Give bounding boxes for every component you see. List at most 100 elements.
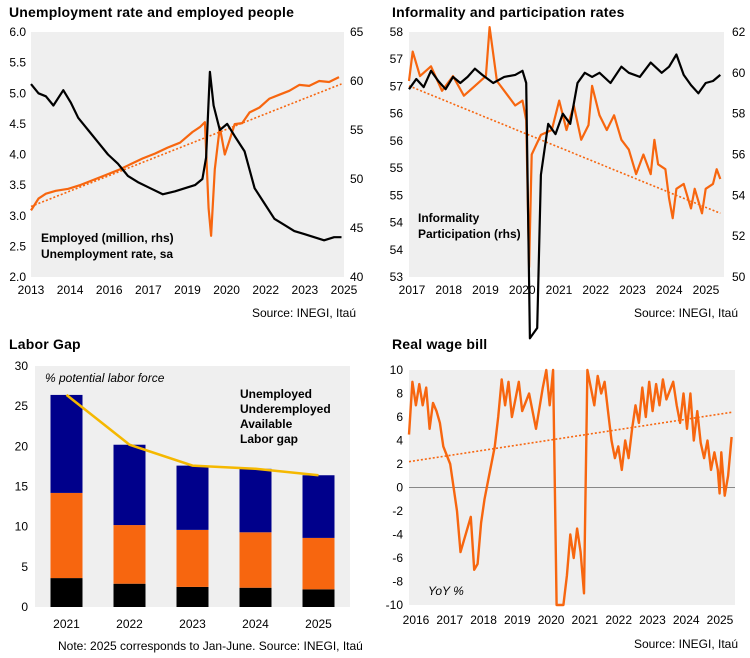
panel-title-informality: Informality and participation rates	[392, 4, 625, 20]
y-left-tick-label: 2.5	[9, 239, 26, 253]
y-right-tick-label: 50	[350, 172, 364, 186]
plot-area	[409, 370, 735, 605]
x-tick-label: 2025	[707, 613, 734, 627]
y-tick-label: 0	[396, 481, 403, 495]
x-tick-label: 2014	[57, 283, 84, 297]
bar-unemployed	[176, 586, 209, 607]
source-bl: Note: 2025 corresponds to Jan-June. Sour…	[58, 639, 363, 653]
legend-unemployment: Unemployment rate, sa	[41, 247, 173, 261]
x-tick-label: 2020	[213, 283, 240, 297]
x-tick-label: 2019	[504, 613, 531, 627]
bar-available	[239, 468, 272, 533]
y-tick-label: 8	[396, 387, 403, 401]
series-line-unemployment	[30, 70, 342, 242]
legend-available: Available	[240, 417, 293, 431]
y-right-tick-label: 60	[350, 74, 364, 88]
series-line-participation	[408, 53, 722, 340]
annotation-yoy: YoY %	[428, 584, 464, 598]
y-left-tick-label: 57	[390, 52, 404, 66]
series-line-employed	[30, 76, 340, 237]
legend-informality: Informality	[418, 211, 480, 225]
x-tick-label: 2020	[509, 283, 536, 297]
x-tick-label: 2021	[572, 613, 599, 627]
bar-underemployed	[176, 529, 209, 587]
trend-line-informality	[408, 85, 721, 215]
plot-area	[31, 32, 344, 277]
annotation-potential-labor-force: % potential labor force	[45, 371, 165, 385]
x-tick-label: 2019	[174, 283, 201, 297]
y-left-tick-label: 4.5	[9, 117, 26, 131]
y-left-tick-label: 55	[390, 161, 404, 175]
x-tick-label: 2023	[292, 283, 319, 297]
y-left-tick-label: 58	[390, 25, 404, 39]
bar-available	[113, 444, 146, 526]
y-right-tick-label: 50	[732, 270, 746, 284]
y-right-tick-label: 65	[350, 25, 364, 39]
y-tick-label: 2	[396, 457, 403, 471]
bar-underemployed	[113, 525, 146, 584]
series-line-informality	[407, 26, 722, 269]
x-tick-label: 2017	[399, 283, 426, 297]
legend-participation: Participation (rhs)	[418, 227, 521, 241]
x-tick-label: 2023	[639, 613, 666, 627]
y-tick-label: 20	[15, 439, 29, 453]
bar-underemployed	[50, 492, 83, 579]
legend-underemployed: Underemployed	[240, 402, 331, 416]
bar-available	[50, 394, 83, 493]
legend-labor-gap: Labor gap	[240, 432, 298, 446]
y-tick-label: 0	[21, 600, 28, 614]
x-tick-label: 2022	[605, 613, 632, 627]
y-left-tick-label: 5.0	[9, 86, 26, 100]
y-left-tick-label: 54	[390, 216, 404, 230]
y-tick-label: -6	[392, 551, 403, 565]
y-right-tick-label: 60	[732, 66, 746, 80]
y-left-tick-label: 3.5	[9, 178, 26, 192]
y-left-tick-label: 3.0	[9, 209, 26, 223]
x-tick-label: 2022	[252, 283, 279, 297]
x-tick-label: 2024	[673, 613, 700, 627]
y-left-tick-label: 57	[390, 79, 404, 93]
panel-title-real-wage-bill: Real wage bill	[392, 336, 488, 352]
x-tick-label: 2023	[619, 283, 646, 297]
bar-underemployed	[302, 537, 335, 590]
y-left-tick-label: 5.5	[9, 56, 26, 70]
y-right-tick-label: 55	[350, 123, 364, 137]
x-tick-label: 2013	[18, 283, 45, 297]
y-left-tick-label: 4.0	[9, 148, 26, 162]
legend-unemployed: Unemployed	[240, 387, 312, 401]
y-right-tick-label: 58	[732, 107, 746, 121]
source-br: Source: INEGI, Itaú	[633, 637, 738, 651]
x-tick-label: 2022	[582, 283, 609, 297]
y-tick-label: 10	[15, 520, 29, 534]
plot-area	[409, 32, 724, 277]
x-tick-label: 2018	[435, 283, 462, 297]
y-left-tick-label: 2.0	[9, 270, 26, 284]
bar-unemployed	[239, 587, 272, 607]
y-right-tick-label: 45	[350, 221, 364, 235]
y-right-tick-label: 62	[732, 25, 746, 39]
y-tick-label: 5	[21, 560, 28, 574]
source-tr: Source: INEGI, Itaú	[633, 306, 738, 320]
x-tick-label: 2018	[470, 613, 497, 627]
x-tick-label: 2016	[403, 613, 430, 627]
trend-line-employed	[30, 83, 342, 208]
y-tick-label: 25	[15, 399, 29, 413]
bar-unemployed	[50, 578, 83, 607]
y-left-tick-label: 6.0	[9, 25, 26, 39]
y-tick-label: -4	[392, 528, 403, 542]
x-tick-label: 2023	[179, 617, 206, 631]
y-left-tick-label: 54	[390, 243, 404, 257]
x-tick-label: 2021	[53, 617, 80, 631]
bar-available	[302, 475, 335, 538]
x-tick-label: 2017	[135, 283, 162, 297]
bar-unemployed	[113, 583, 146, 607]
series-line-wage-bill	[407, 368, 733, 607]
x-tick-label: 2025	[693, 283, 720, 297]
bar-available	[176, 465, 209, 530]
x-tick-label: 2020	[538, 613, 565, 627]
x-tick-label: 2025	[331, 283, 358, 297]
y-right-tick-label: 40	[350, 270, 364, 284]
source-tl: Source: INEGI, Itaú	[251, 306, 356, 320]
